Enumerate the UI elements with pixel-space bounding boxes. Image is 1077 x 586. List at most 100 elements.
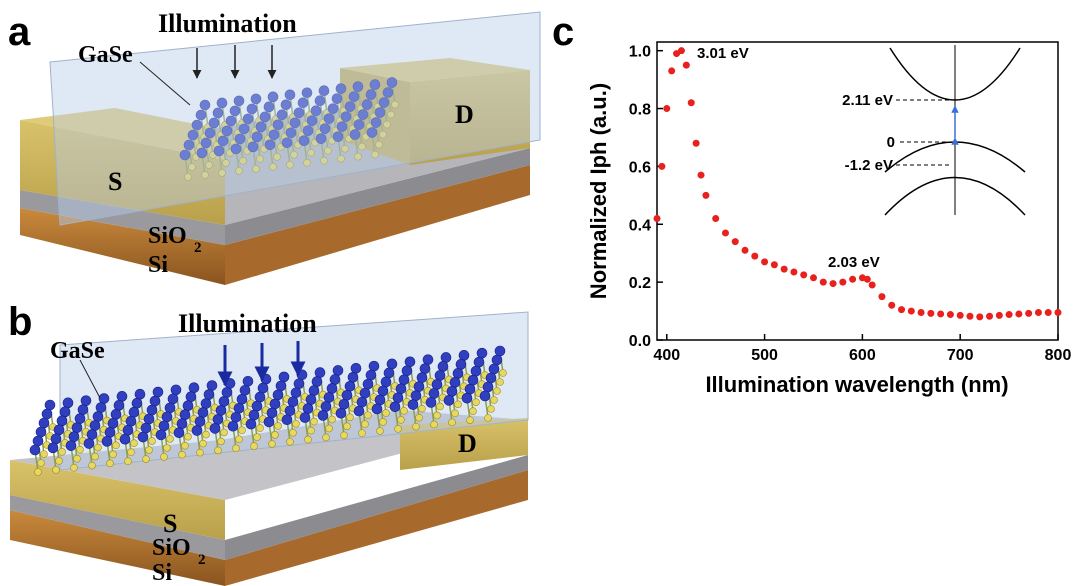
atom: [144, 414, 154, 424]
atom: [315, 368, 325, 378]
atom: [93, 412, 103, 422]
atom: [125, 458, 132, 465]
atom: [66, 441, 76, 451]
atom: [59, 448, 66, 455]
atom: [333, 365, 343, 375]
atom: [413, 423, 420, 430]
drain-label: D: [458, 429, 477, 458]
atom: [138, 432, 148, 442]
atom: [293, 420, 300, 427]
atom: [434, 412, 441, 419]
atom: [330, 374, 340, 384]
illumination-label: Illumination: [158, 9, 297, 38]
data-point: [771, 261, 778, 268]
data-point: [869, 282, 876, 289]
atom: [200, 440, 207, 447]
inset-label: 2.11 eV: [842, 92, 893, 109]
atom: [207, 381, 217, 391]
atom: [393, 393, 403, 403]
atom: [156, 430, 166, 440]
atom: [102, 436, 112, 446]
atom: [39, 418, 49, 428]
data-point: [888, 302, 895, 309]
band-inset: 2.11 eV 0 -1.2 eV: [842, 45, 1025, 215]
atom: [324, 392, 334, 402]
atom: [465, 384, 475, 394]
atom: [287, 438, 294, 445]
atom: [449, 419, 456, 426]
atom: [474, 357, 484, 367]
atom: [269, 440, 276, 447]
atom: [132, 398, 142, 408]
atom: [323, 434, 330, 441]
atom: [291, 388, 301, 398]
atom: [401, 407, 408, 414]
data-point: [839, 279, 846, 286]
atom: [126, 416, 136, 426]
atom: [56, 457, 63, 464]
atom: [399, 375, 409, 385]
atom: [303, 404, 313, 414]
atom: [480, 391, 490, 401]
atom: [468, 375, 478, 385]
atom: [42, 409, 52, 419]
data-point: [698, 172, 705, 179]
atom: [53, 466, 60, 473]
data-point: [668, 67, 675, 74]
atom: [215, 447, 222, 454]
atom: [312, 377, 322, 387]
atom: [354, 406, 364, 416]
atom: [348, 372, 358, 382]
atom: [264, 417, 274, 427]
panel-label: c: [552, 10, 574, 54]
material-label: GaSe: [78, 42, 133, 68]
atom: [272, 431, 279, 438]
atom: [186, 392, 196, 402]
atom: [477, 348, 487, 358]
data-point: [732, 238, 739, 245]
atom: [252, 401, 262, 411]
data-point: [927, 310, 934, 317]
drain-label: D: [455, 100, 474, 129]
atom: [146, 447, 153, 454]
y-tick-label: 1.0: [629, 44, 651, 61]
source-label: S: [108, 167, 122, 196]
material-label: GaSe: [50, 338, 105, 364]
atom: [107, 460, 114, 467]
data-point: [864, 276, 871, 283]
atom: [408, 400, 418, 410]
atom: [243, 376, 253, 386]
x-tick-label: 700: [947, 347, 974, 364]
atom: [162, 412, 172, 422]
atom: [159, 421, 169, 431]
atom: [192, 426, 202, 436]
data-point: [1006, 311, 1013, 318]
data-point: [761, 258, 768, 265]
atom: [342, 390, 352, 400]
atom: [383, 409, 390, 416]
atom: [71, 464, 78, 471]
atom: [294, 379, 304, 389]
atom: [345, 381, 355, 391]
atom: [326, 425, 333, 432]
annotation: 3.01 eV: [697, 45, 749, 62]
atom: [228, 421, 238, 431]
atom: [74, 455, 81, 462]
atom: [87, 430, 97, 440]
atom: [75, 414, 85, 424]
data-point: [908, 308, 915, 315]
oxide-label: SiO: [152, 535, 191, 561]
atom: [398, 416, 405, 423]
atom: [203, 431, 210, 438]
data-point: [751, 253, 758, 260]
data-point: [781, 266, 788, 273]
atom: [372, 404, 382, 414]
atom: [141, 423, 151, 433]
atom: [33, 436, 43, 446]
atom: [183, 401, 193, 411]
x-tick-label: 400: [653, 347, 680, 364]
atom: [168, 394, 178, 404]
atom: [179, 451, 186, 458]
data-point: [1035, 309, 1042, 316]
atom: [369, 361, 379, 371]
